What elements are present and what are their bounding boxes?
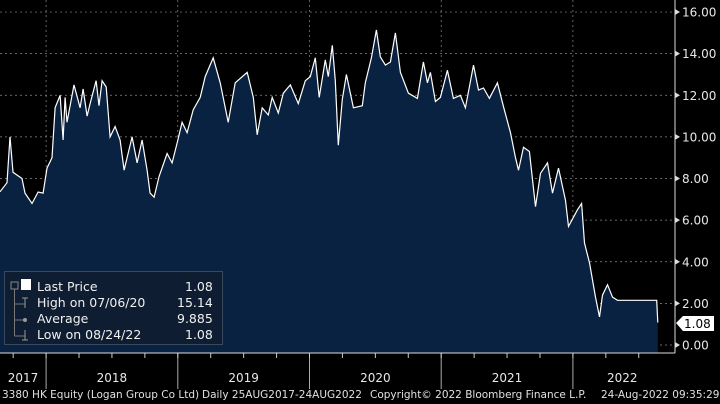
legend-last-price-value: 1.08 — [185, 279, 213, 294]
y-tick-label: 4.00 — [682, 255, 709, 269]
y-tick-label: 10.00 — [682, 130, 716, 144]
last-price-tag-shape — [676, 316, 714, 331]
y-tick-mark — [675, 50, 680, 57]
legend-last-price-label: Last Price — [37, 279, 98, 294]
y-tick-label: 0.00 — [682, 339, 709, 353]
legend-high-label: High on 07/06/20 — [37, 295, 146, 310]
footer-ticker: 3380 HK Equity (Logan Group Co Ltd) — [2, 389, 200, 401]
y-tick-label: 12.00 — [682, 89, 716, 103]
axes: 0.00 2.00 4.00 6.00 8.00 10.00 12.00 14.00 16.00… — [0, 0, 716, 389]
x-tick-label: 2022 — [607, 371, 638, 385]
last-price-tag: 1.08 — [676, 316, 714, 331]
footer-timestamp: 24-Aug-2022 09:35:29 — [601, 389, 720, 401]
y-tick-label: 6.00 — [682, 214, 709, 228]
legend-low-label: Low on 08/24/22 — [37, 327, 142, 342]
legend-average-value: 9.885 — [177, 311, 213, 326]
y-tick-label: 2.00 — [682, 297, 709, 311]
y-tick-label: 16.00 — [682, 6, 716, 20]
legend-low-value: 1.08 — [185, 327, 213, 342]
y-tick-mark — [675, 258, 680, 265]
y-tick-mark — [675, 342, 680, 348]
price-line — [0, 29, 659, 323]
legend-high-value: 15.14 — [177, 295, 213, 310]
x-tick-label: 2021 — [492, 371, 523, 385]
legend-average-label: Average — [37, 311, 89, 326]
x-tick-label: 2018 — [97, 371, 128, 385]
footer-range: Daily 25AUG2017-24AUG2022 — [202, 389, 362, 401]
x-tick-label: 2020 — [360, 371, 391, 385]
y-tick-mark — [675, 9, 680, 16]
y-tick-label: 14.00 — [682, 47, 716, 61]
y-tick-mark — [675, 217, 680, 224]
footer-copyright: Copyright© 2022 Bloomberg Finance L.P. — [370, 389, 587, 401]
y-tick-mark — [675, 133, 680, 140]
y-tick-mark — [675, 300, 680, 307]
y-tick-label: 8.00 — [682, 172, 709, 186]
y-tick-mark — [675, 92, 680, 99]
x-tick-label: 2017 — [8, 371, 39, 385]
last-price-tag-value: 1.08 — [684, 317, 711, 331]
y-tick-mark — [675, 175, 680, 182]
chart-legend: Last Price 1.08 High on 07/06/20 15.14 A… — [4, 271, 223, 345]
x-tick-label: 2019 — [228, 371, 259, 385]
legend-tree-icon — [10, 279, 31, 341]
